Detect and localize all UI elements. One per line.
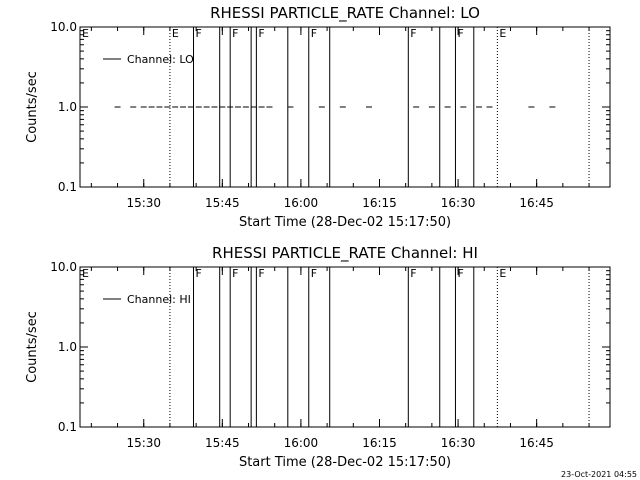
panel1-y-tick-label: 10.0	[50, 20, 77, 34]
panel1-y-tick-label: 1.0	[58, 100, 77, 114]
panel2-event-marker-label: F	[457, 267, 463, 280]
panel2-event-marker-label: F	[311, 267, 317, 280]
timestamp: 23-Oct-2021 04:55	[561, 470, 637, 479]
panel2-event-marker-label: F	[196, 267, 202, 280]
panel1-x-tick-label: 15:45	[205, 196, 240, 210]
panel1-x-tick-label: 16:30	[441, 196, 476, 210]
panel2-corner-flag-label: E	[82, 267, 89, 280]
panel2-legend-label: Channel: HI	[127, 293, 191, 306]
panel1-legend-label: Channel: LO	[127, 53, 194, 66]
panel2-y-tick-label: 10.0	[50, 260, 77, 274]
panel2-x-axis-label: Start Time (28-Dec-02 15:17:50)	[239, 455, 451, 470]
panel2-y-tick-label: 0.1	[58, 420, 77, 434]
panel2-event-marker-label: F	[258, 267, 264, 280]
panel1-y-tick-label: 0.1	[58, 180, 77, 194]
panel2-chart-title: RHESSI PARTICLE_RATE Channel: HI	[212, 244, 478, 263]
panel2-y-axis-label: Counts/sec	[25, 311, 40, 383]
panel2-x-tick-label: 16:15	[362, 436, 397, 450]
panel2-event-marker-label: F	[410, 267, 416, 280]
panel2-x-tick-label: 16:00	[284, 436, 319, 450]
panel2-event-marker-label: F	[232, 267, 238, 280]
panel1-event-marker-label: F	[258, 27, 264, 40]
panel1-event-marker-label: E	[499, 27, 506, 40]
panel1-event-marker-label: F	[196, 27, 202, 40]
panel1-corner-flag-label: E	[82, 27, 89, 40]
panel1-x-tick-label: 16:45	[519, 196, 554, 210]
panel1-event-marker-label: F	[457, 27, 463, 40]
panel1-event-marker-label: F	[410, 27, 416, 40]
panel1-event-marker-label: F	[311, 27, 317, 40]
panel1-event-marker-label: F	[232, 27, 238, 40]
panel2-y-tick-label: 1.0	[58, 340, 77, 354]
panel1-event-marker-label: E	[172, 27, 179, 40]
panel2-x-tick-label: 15:30	[126, 436, 161, 450]
panel1-chart-title: RHESSI PARTICLE_RATE Channel: LO	[210, 4, 480, 23]
panel2-x-tick-label: 15:45	[205, 436, 240, 450]
panel1-x-tick-label: 15:30	[126, 196, 161, 210]
panel2-event-marker-label: E	[499, 267, 506, 280]
panel2-x-tick-label: 16:30	[441, 436, 476, 450]
panel1-y-axis-label: Counts/sec	[25, 71, 40, 143]
panel2-x-tick-label: 16:45	[519, 436, 554, 450]
panel2-plot-frame	[79, 266, 611, 428]
panel1-x-tick-label: 16:15	[362, 196, 397, 210]
panel1-x-axis-label: Start Time (28-Dec-02 15:17:50)	[239, 215, 451, 230]
panel1-x-tick-label: 16:00	[284, 196, 319, 210]
